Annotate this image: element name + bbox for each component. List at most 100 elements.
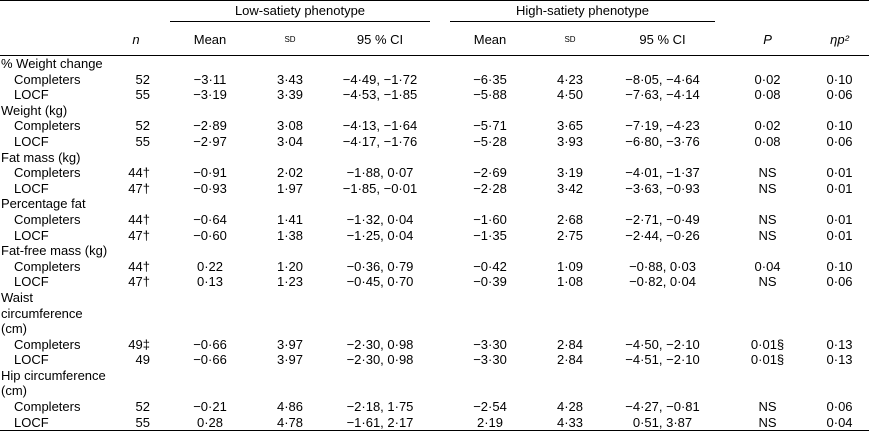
section-title: Percentage fat bbox=[1, 196, 86, 212]
cell: 0·01 bbox=[826, 211, 853, 227]
data-row: Completers 52 −2·89 3·08 −4·13, −1·64 −5·71 3·… bbox=[0, 118, 869, 134]
cell: 4·78 bbox=[276, 414, 304, 430]
section-row: Hip circumference (cm) bbox=[0, 368, 869, 399]
cell: −4·13, −1·64 bbox=[342, 118, 418, 134]
cell: −0·45, 0·70 bbox=[346, 274, 414, 290]
cell: −2·97 bbox=[193, 133, 227, 149]
cell: 2·68 bbox=[556, 211, 584, 227]
row-label: Completers bbox=[14, 165, 81, 181]
data-row: Completers 44† −0·64 1·41 −1·32, 0·04 −1·60 2·… bbox=[0, 212, 869, 228]
cell: 0·01 bbox=[826, 180, 853, 196]
cell: −3·63, −0·93 bbox=[625, 180, 700, 196]
data-row: Completers 49‡ −0·66 3·97 −2·30, 0·98 −3·30 2·… bbox=[0, 337, 869, 353]
cell: 2·84 bbox=[556, 352, 584, 368]
cell: 0·06 bbox=[826, 399, 853, 415]
blank bbox=[0, 25, 112, 56]
section-title: Waist circumference (cm) bbox=[1, 289, 83, 337]
cell: 0·02 bbox=[754, 71, 781, 87]
column-header: n bbox=[112, 25, 160, 56]
cell: 4·33 bbox=[556, 414, 584, 430]
cell: 1·38 bbox=[276, 227, 304, 243]
column-header: P bbox=[725, 25, 811, 56]
blank bbox=[112, 103, 869, 119]
row-label: Completers bbox=[14, 118, 81, 134]
cell: 4·86 bbox=[276, 399, 304, 415]
row-label: Completers bbox=[14, 71, 81, 87]
cell: 55 bbox=[135, 133, 150, 149]
row-label: LOCF bbox=[14, 87, 49, 103]
table-body: % Weight change Completers 52 −3·11 3·43 −4·4… bbox=[0, 56, 869, 431]
cell: −2·28 bbox=[473, 180, 507, 196]
cell: 3·43 bbox=[276, 71, 304, 87]
cell: 2·19 bbox=[476, 414, 504, 430]
data-row: LOCF 49 −0·66 3·97 −2·30, 0·98 −3·30 2·84 −4·51… bbox=[0, 352, 869, 368]
group-header: Low-satiety phenotype bbox=[160, 1, 440, 26]
cell: 44† bbox=[128, 211, 150, 227]
cell: −1·88, 0·07 bbox=[346, 165, 414, 181]
cell: 1·08 bbox=[556, 274, 584, 290]
cell: −2·30, 0·98 bbox=[346, 352, 414, 368]
cell: −1·61, 2·17 bbox=[346, 414, 414, 430]
row-label: LOCF bbox=[14, 227, 49, 243]
cell: −1·35 bbox=[473, 227, 507, 243]
cell: −5·28 bbox=[473, 133, 507, 149]
cell: 2·84 bbox=[556, 336, 584, 352]
cell: 3·19 bbox=[556, 165, 584, 181]
cell: 3·42 bbox=[556, 180, 584, 196]
cell: −1·32, 0·04 bbox=[346, 211, 414, 227]
cell: NS bbox=[758, 180, 777, 196]
cell: NS bbox=[758, 399, 777, 415]
section-row: % Weight change bbox=[0, 56, 869, 72]
cell: −3·11 bbox=[193, 71, 227, 87]
cell: −2·30, 0·98 bbox=[346, 336, 414, 352]
cell: 52 bbox=[135, 118, 150, 134]
cell: 3·93 bbox=[556, 133, 584, 149]
cell: 55 bbox=[135, 414, 150, 430]
cell: 0·02 bbox=[754, 118, 781, 134]
cell: −0·60 bbox=[193, 227, 227, 243]
cell: 1·09 bbox=[556, 258, 584, 274]
cell: 49 bbox=[135, 352, 150, 368]
cell: −2·89 bbox=[193, 118, 227, 134]
row-label: LOCF bbox=[14, 180, 49, 196]
group-header-row: Low-satiety phenotype High-satiety pheno… bbox=[0, 1, 869, 26]
cell: −4·27, −0·81 bbox=[625, 399, 700, 415]
cell: 0·04 bbox=[754, 258, 781, 274]
section-row: Waist circumference (cm) bbox=[0, 290, 869, 337]
cell: 0·01§ bbox=[750, 336, 785, 352]
cell: 0·13 bbox=[196, 274, 224, 290]
cell: −3·30 bbox=[473, 352, 507, 368]
cell: 49‡ bbox=[128, 336, 150, 352]
cell: −1·60 bbox=[473, 211, 507, 227]
cell: 4·50 bbox=[556, 87, 584, 103]
cell: 4·28 bbox=[556, 399, 584, 415]
blank bbox=[0, 1, 160, 26]
cell: 52 bbox=[135, 71, 150, 87]
cell: 0·51, 3·87 bbox=[632, 414, 693, 430]
cell: 0·13 bbox=[826, 352, 853, 368]
cell: −7·63, −4·14 bbox=[625, 87, 700, 103]
cell: 47† bbox=[128, 180, 150, 196]
data-row: LOCF 55 −3·19 3·39 −4·53, −1·85 −5·88 4·50 −7·6… bbox=[0, 87, 869, 103]
cell: NS bbox=[758, 211, 777, 227]
cell: NS bbox=[758, 274, 777, 290]
cell: 2·02 bbox=[276, 165, 304, 181]
cell: 3·04 bbox=[276, 133, 304, 149]
cell: −2·54 bbox=[473, 399, 507, 415]
cell: NS bbox=[758, 414, 777, 430]
row-label: Completers bbox=[14, 399, 81, 415]
cell: 0·08 bbox=[754, 87, 781, 103]
cell: 0·04 bbox=[826, 414, 853, 430]
cell: −1·25, 0·04 bbox=[346, 227, 414, 243]
section-title: Weight (kg) bbox=[1, 102, 68, 118]
section-title: Hip circumference (cm) bbox=[1, 367, 106, 399]
data-row: LOCF 55 0·28 4·78 −1·61, 2·17 2·19 4·33 0·51, 3… bbox=[0, 415, 869, 431]
cell: 0·06 bbox=[826, 87, 853, 103]
cell: −3·19 bbox=[193, 87, 227, 103]
cell: −0·88, 0·03 bbox=[629, 258, 696, 274]
cell: −8·05, −4·64 bbox=[625, 71, 700, 87]
cell: 3·65 bbox=[556, 118, 584, 134]
cell: −6·35 bbox=[473, 71, 507, 87]
cell: 0·10 bbox=[826, 258, 853, 274]
section-title: Fat-free mass (kg) bbox=[1, 243, 108, 259]
